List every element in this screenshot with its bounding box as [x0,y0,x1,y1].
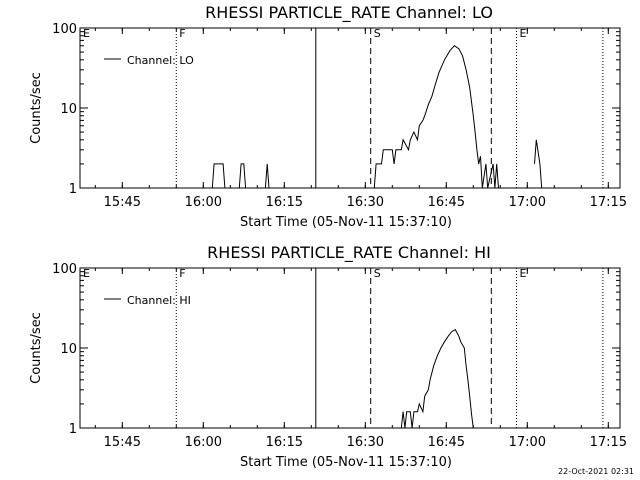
x-tick-label: 17:00 [509,435,546,450]
x-tick-label: 16:00 [185,195,222,210]
x-tick-label: 15:45 [104,435,141,450]
x-tick-label: 15:45 [104,195,141,210]
lo-channel-panel: RHESSI PARTICLE_RATE Channel: LO Start T… [29,3,627,230]
y-tick-label: 100 [52,262,77,277]
x-tick-label: 17:00 [509,195,546,210]
x-tick-label: 16:15 [266,195,303,210]
y-tick-label: 10 [60,102,77,117]
x-tick-label: 16:15 [266,435,303,450]
event-marker-label: E [83,267,90,280]
series-line [534,139,543,189]
event-marker-label: F [179,267,185,280]
timestamp: 22-Oct-2021 02:31 [558,467,634,476]
y-tick-label: 10 [60,342,77,357]
series-line [373,45,499,189]
y-axis-label: Counts/sec [29,72,44,144]
series-line [264,163,270,189]
x-tick-label: 17:15 [590,195,627,210]
plot-frame [79,27,621,189]
y-tick-label: 1 [69,182,77,197]
hi-channel-panel: RHESSI PARTICLE_RATE Channel: HI Start T… [29,243,627,470]
x-axis-label: Start Time (05-Nov-11 15:37:10) [240,455,452,470]
x-tick-label: 16:45 [428,435,465,450]
event-marker-label: F [179,27,185,40]
y-tick-label: 100 [52,22,77,37]
x-axis-label: Start Time (05-Nov-11 15:37:10) [240,215,452,230]
series-line [211,163,226,189]
legend-label: Channel: LO [127,54,194,67]
event-marker-label: E [83,27,90,40]
event-marker-label: E [520,267,527,280]
x-tick-label: 16:30 [347,195,384,210]
y-tick-label: 1 [69,422,77,437]
x-tick-label: 16:30 [347,435,384,450]
series-line [238,163,247,189]
legend-label: Channel: HI [127,294,191,307]
y-axis-label: Counts/sec [29,312,44,384]
event-marker-label: E [520,27,527,40]
x-tick-label: 16:45 [428,195,465,210]
plot-frame [79,267,621,429]
series-line [400,328,474,429]
event-marker-label: S [374,267,381,280]
event-marker-label: S [374,27,381,40]
chart-title: RHESSI PARTICLE_RATE Channel: LO [205,3,493,23]
chart-title: RHESSI PARTICLE_RATE Channel: HI [207,243,491,263]
x-tick-label: 17:15 [590,435,627,450]
legend: Channel: LO [104,54,194,67]
legend: Channel: HI [104,294,191,307]
x-tick-label: 16:00 [185,435,222,450]
